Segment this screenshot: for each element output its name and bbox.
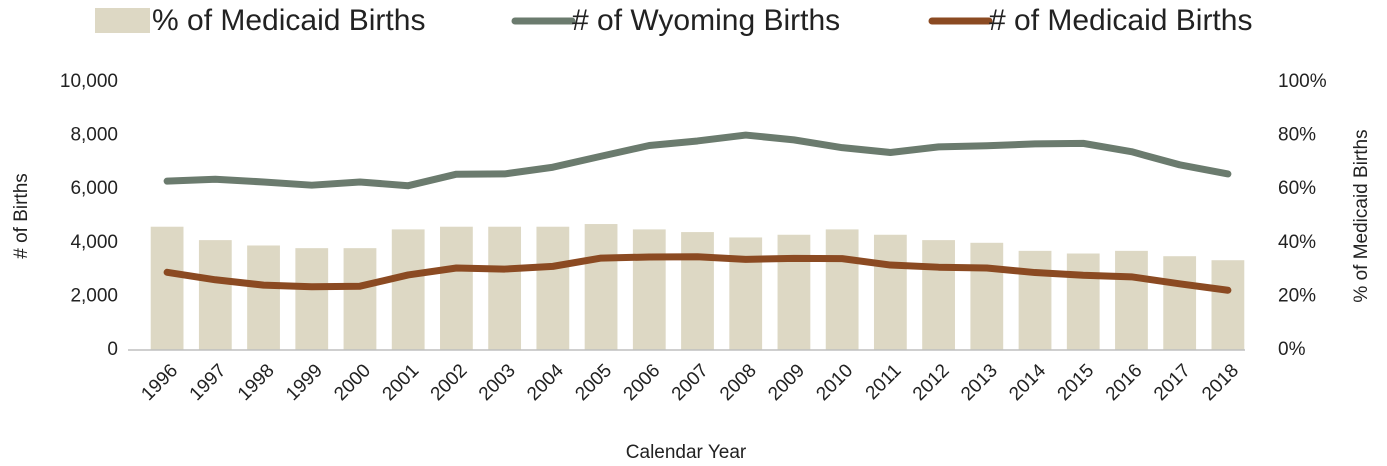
line [163, 253, 1232, 294]
y2-tick-label: 0% [1278, 339, 1306, 360]
x-tick-label: 2017 [1150, 360, 1195, 405]
bar [777, 234, 811, 350]
line [163, 131, 1232, 190]
bar [150, 226, 184, 350]
x-tick-label: 2010 [812, 360, 857, 405]
x-tick-label: 2004 [523, 360, 568, 405]
x-tick-label: 2012 [909, 360, 954, 405]
bar [1163, 256, 1197, 350]
bar [440, 226, 473, 350]
bar [1066, 253, 1100, 350]
x-tick-label: 2018 [1198, 360, 1243, 405]
legend-swatch [95, 8, 150, 33]
x-tick-label: 2009 [764, 360, 809, 405]
x-tick-label: 2013 [957, 360, 1002, 405]
bar [295, 248, 329, 350]
y2-tick-label: 40% [1278, 232, 1316, 253]
x-tick-label: 2000 [330, 360, 375, 405]
y-axis-title: # of Births [11, 173, 32, 259]
bar [729, 237, 763, 350]
bar [1211, 260, 1245, 350]
bar [681, 232, 714, 350]
bar [198, 240, 232, 350]
bar [632, 229, 666, 350]
bar [825, 229, 859, 350]
y2-axis-title: % of Medicaid Births [1351, 129, 1372, 302]
bar [1018, 250, 1052, 350]
x-tick-label: 2011 [862, 360, 906, 404]
x-axis-title: Calendar Year [626, 442, 747, 463]
y-tick-label: 0 [107, 339, 118, 360]
y-tick-label: 4,000 [70, 232, 118, 253]
bar [343, 248, 377, 350]
x-tick-label: 1996 [137, 360, 182, 405]
x-tick-label: 1997 [186, 360, 231, 405]
bar [584, 224, 618, 350]
legend-label: # of Wyoming Births [572, 4, 840, 37]
y2-tick-label: 80% [1278, 125, 1316, 146]
bar [922, 240, 955, 350]
bar [970, 242, 1004, 350]
legend-label: % of Medicaid Births [152, 4, 425, 37]
y-tick-label: 2,000 [70, 285, 118, 306]
x-tick-label: 2008 [716, 360, 761, 405]
x-tick-label: 2014 [1005, 360, 1050, 405]
y-tick-label: 8,000 [70, 125, 118, 146]
x-tick-label: 2001 [379, 360, 424, 405]
legend-label: # of Medicaid Births [989, 4, 1252, 37]
bar [873, 234, 907, 350]
x-tick-label: 2015 [1054, 360, 1099, 405]
x-tick-label: 2016 [1102, 360, 1147, 405]
y2-tick-label: 100% [1278, 71, 1327, 92]
x-tick-label: 2006 [620, 360, 665, 405]
y2-tick-label: 20% [1278, 285, 1316, 306]
bar [391, 229, 425, 350]
x-tick-label: 2005 [571, 360, 616, 405]
bar [536, 226, 570, 350]
y-tick-label: 10,000 [60, 71, 118, 92]
x-tick-label: 2003 [475, 360, 520, 405]
y2-tick-label: 60% [1278, 178, 1316, 199]
x-tick-label: 1998 [234, 360, 279, 405]
bar [488, 226, 522, 350]
y-tick-label: 6,000 [70, 178, 118, 199]
bar [1115, 250, 1148, 350]
x-tick-label: 2007 [668, 360, 713, 405]
bar [247, 245, 280, 350]
x-tick-label: 2002 [427, 360, 472, 405]
x-tick-label: 1999 [282, 360, 327, 405]
